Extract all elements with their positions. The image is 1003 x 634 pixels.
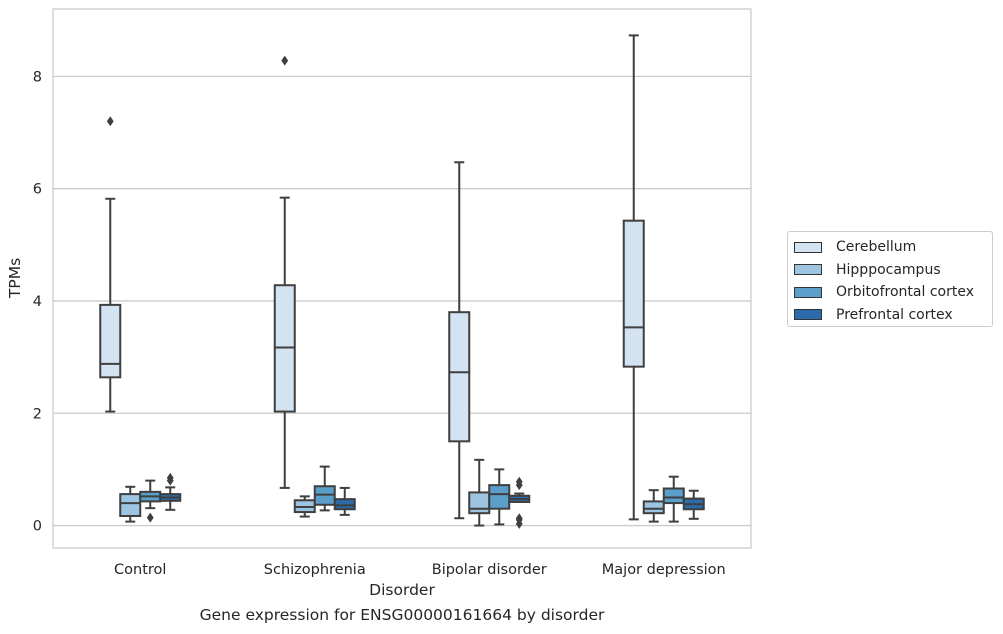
box-plot [508,476,531,529]
box-plot [642,489,665,523]
box-plot [662,475,685,523]
y-tick-label: 4 [33,294,42,310]
y-tick-label: 8 [33,69,42,85]
legend-swatch-prefrontal-cortex [794,309,822,321]
tick-labels: 0 2 4 6 8 Control Schizophrenia Bipolar disorde… [33,69,726,578]
outlier-point [166,472,174,483]
box-iqr [622,219,645,368]
outlier-point [106,116,114,127]
box-iqr [642,500,665,515]
x-tick-label: Major depression [602,562,726,578]
box-iqr [488,484,511,510]
outlier-point [146,512,154,523]
outlier-point [281,55,289,66]
box-plot [448,161,471,520]
legend-label: Cerebellum [836,239,917,256]
box-plot [99,116,122,413]
box-plot [139,479,162,523]
legend-swatch-cerebellum [794,241,822,253]
y-axis-label: TPMs [6,258,24,299]
box-iqr [662,487,685,505]
boxes-layer [99,34,705,529]
x-tick-label: Control [114,562,166,578]
box-plot [468,458,491,527]
box-plot [488,468,511,526]
box-plot [293,495,316,518]
chart-title: Gene expression for ENSG00000161664 by d… [199,606,605,624]
box-plot [622,34,645,521]
box-plot [159,472,182,511]
box-iqr [119,493,142,517]
legend-label: Orbitofrontal cortex [836,284,974,301]
box-plot [119,485,142,523]
x-tick-label: Bipolar disorder [432,562,547,578]
legend-item-hippocampus: Hipppocampus [794,259,992,282]
legend-item-orbitofrontal-cortex: Orbitofrontal cortex [794,281,992,304]
y-tick-label: 6 [33,182,42,198]
box-plot [682,489,705,520]
box-plot [333,486,356,516]
plot-frame [52,8,752,549]
y-tick-label: 0 [33,519,42,535]
box-plot [313,465,336,512]
legend: Cerebellum Hipppocampus Orbitofrontal co… [787,231,993,327]
box-plot [273,55,296,489]
box-iqr [448,311,471,443]
box-iqr [99,303,122,379]
legend-swatch-orbitofrontal-cortex [794,286,822,298]
legend-label: Prefrontal cortex [836,306,953,323]
outlier-point [515,513,523,524]
y-tick-label: 2 [33,406,42,422]
outlier-point [515,476,523,487]
legend-item-cerebellum: Cerebellum [794,236,992,259]
legend-item-prefrontal-cortex: Prefrontal cortex [794,304,992,327]
box-iqr [468,491,491,515]
legend-swatch-hippocampus [794,264,822,276]
legend-label: Hipppocampus [836,261,941,278]
grid-lines [53,75,751,527]
x-axis-label: Disorder [369,581,435,599]
x-tick-label: Schizophrenia [264,562,366,578]
box-iqr [333,498,356,511]
